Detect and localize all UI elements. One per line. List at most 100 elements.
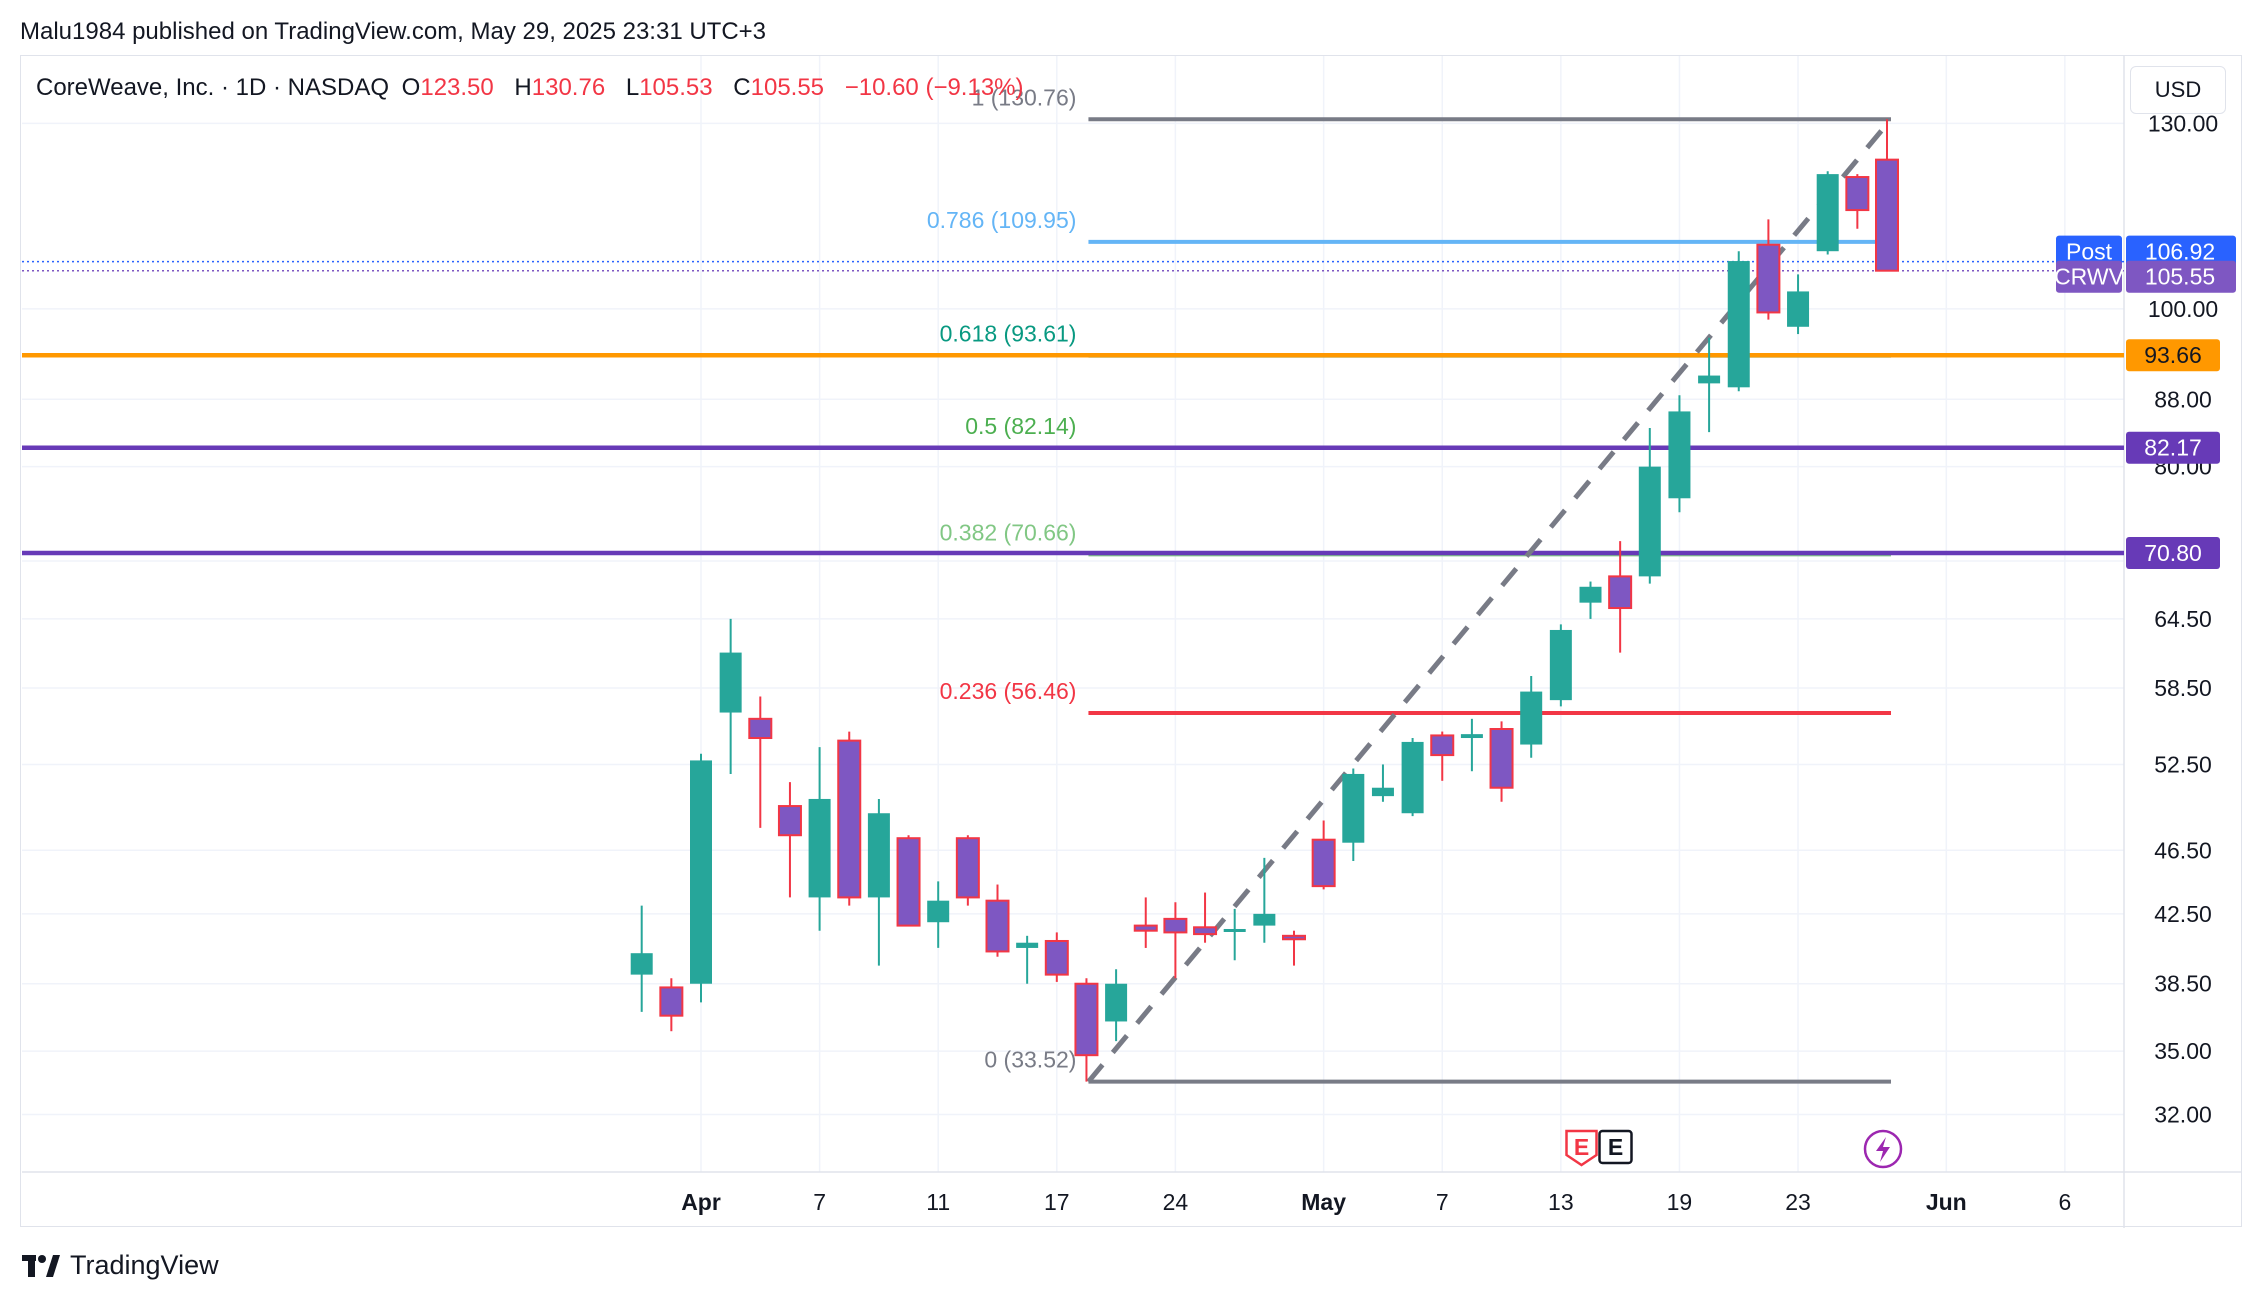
level-badge-label: 82.17	[2144, 435, 2202, 461]
candle-body[interactable]	[1579, 586, 1602, 603]
candle-body[interactable]	[1549, 629, 1572, 701]
brand-name: TradingView	[70, 1250, 219, 1280]
candle-body[interactable]	[630, 953, 653, 975]
candle-body[interactable]	[1668, 411, 1691, 499]
y-tick-label: 130.00	[2148, 110, 2218, 136]
level-badge-label: 70.80	[2144, 540, 2202, 566]
candle-body[interactable]	[1371, 787, 1394, 797]
level-badge-label: 93.66	[2144, 342, 2202, 368]
candle-body[interactable]	[1342, 773, 1365, 843]
candle-body[interactable]	[659, 986, 684, 1017]
y-tick-label: 52.50	[2154, 751, 2212, 777]
candle-body[interactable]	[985, 899, 1010, 953]
candle-body[interactable]	[1460, 734, 1483, 739]
x-tick-label: 23	[1785, 1189, 1811, 1215]
symbol-legend: CoreWeave, Inc. · 1D · NASDAQ O123.50 H1…	[36, 74, 1038, 102]
candle-body[interactable]	[1105, 983, 1128, 1022]
open-value: 123.50	[420, 74, 494, 101]
y-tick-label: 88.00	[2154, 386, 2212, 412]
chart-frame	[20, 55, 2242, 1227]
earnings-icon[interactable]	[1565, 1129, 1598, 1167]
candle-body[interactable]	[1253, 913, 1276, 926]
candle-body[interactable]	[1223, 928, 1246, 932]
symbol-name: CoreWeave, Inc. · 1D · NASDAQ	[36, 74, 389, 101]
y-tick-label: 35.00	[2154, 1038, 2212, 1064]
candle-body[interactable]	[1489, 728, 1514, 789]
fib-level-label: 0.5 (82.14)	[965, 413, 1076, 439]
publisher-line: Malu1984 published on TradingView.com, M…	[20, 18, 767, 45]
candle-body[interactable]	[719, 652, 742, 713]
close-value: 105.55	[750, 74, 825, 101]
y-tick-label: 58.50	[2154, 675, 2212, 701]
high-label: H	[514, 74, 532, 101]
candle-body[interactable]	[1401, 741, 1424, 814]
high-value: 130.76	[531, 74, 606, 101]
x-tick-label: 11	[926, 1189, 950, 1215]
candle-body[interactable]	[1638, 466, 1661, 577]
change-value: −10.60 (−9.13%)	[844, 74, 1024, 101]
x-tick-label: 6	[2059, 1189, 2072, 1215]
candle-body[interactable]	[1520, 691, 1543, 745]
fib-level-label: 0.382 (70.66)	[940, 519, 1077, 545]
candle-body[interactable]	[1845, 176, 1870, 212]
candle-body[interactable]	[1430, 734, 1455, 757]
candle-body[interactable]	[927, 900, 950, 923]
candle-body[interactable]	[1163, 917, 1188, 934]
candle-body[interactable]	[837, 739, 862, 899]
candle-body[interactable]	[777, 805, 802, 837]
earnings-label: E	[1608, 1134, 1623, 1160]
price-tag-value: 106.92	[2145, 239, 2215, 265]
x-tick-label: Apr	[681, 1189, 721, 1215]
candle-body[interactable]	[1875, 158, 1899, 272]
price-tag-name-badge	[2056, 260, 2122, 293]
low-value: 105.53	[639, 74, 713, 101]
y-tick-label: 32.00	[2154, 1101, 2212, 1127]
candle-body[interactable]	[1044, 939, 1069, 976]
candle-body[interactable]	[1074, 982, 1099, 1057]
candle-body[interactable]	[748, 717, 773, 740]
fib-level-label: 0.236 (56.46)	[940, 678, 1077, 704]
candle-body[interactable]	[1787, 291, 1810, 327]
x-tick-label: 19	[1667, 1189, 1693, 1215]
candle-body[interactable]	[1016, 942, 1039, 948]
close-label: C	[733, 74, 751, 101]
fib-level-label: 0.618 (93.61)	[940, 321, 1077, 347]
earnings-label: E	[1574, 1134, 1589, 1160]
candle-body[interactable]	[1816, 174, 1839, 252]
candle-body[interactable]	[690, 760, 712, 984]
earnings-icon[interactable]	[1598, 1129, 1633, 1165]
fib-level-label: 0 (33.52)	[984, 1047, 1076, 1073]
candle-body[interactable]	[1282, 934, 1306, 941]
open-label: O	[401, 74, 421, 101]
y-tick-label: 42.50	[2154, 901, 2212, 927]
candle-body[interactable]	[896, 837, 921, 927]
x-tick-label: Jun	[1926, 1189, 1967, 1215]
candle-body[interactable]	[1608, 575, 1633, 610]
candle-body[interactable]	[1756, 243, 1781, 314]
candle-body[interactable]	[867, 813, 890, 898]
x-tick-label: May	[1301, 1189, 1346, 1215]
y-tick-label: 64.50	[2154, 606, 2212, 632]
price-tag-value: 105.55	[2145, 264, 2215, 290]
candle-body[interactable]	[1311, 838, 1336, 888]
price-tag-badge	[2126, 235, 2236, 268]
level-badge	[2126, 537, 2220, 570]
y-tick-label: 38.50	[2154, 971, 2212, 997]
tradingview-logo-icon	[22, 1254, 60, 1277]
candle-body[interactable]	[1193, 926, 1218, 936]
x-tick-label: 13	[1548, 1189, 1574, 1215]
x-tick-label: 7	[1436, 1189, 1449, 1215]
candle-body[interactable]	[1727, 261, 1750, 388]
price-tag-badge	[2126, 260, 2236, 293]
currency-button[interactable]: USD	[2130, 66, 2226, 114]
level-badge	[2126, 339, 2220, 372]
candle-body[interactable]	[1698, 375, 1721, 384]
candle-body[interactable]	[808, 798, 831, 898]
y-tick-label: 46.50	[2154, 837, 2212, 863]
candle-body[interactable]	[1133, 924, 1158, 932]
fib-level-label: 0.786 (109.95)	[927, 207, 1077, 233]
candle-body[interactable]	[955, 837, 980, 899]
tradingview-brand[interactable]: TradingView	[22, 1250, 219, 1281]
level-badge	[2126, 431, 2220, 464]
